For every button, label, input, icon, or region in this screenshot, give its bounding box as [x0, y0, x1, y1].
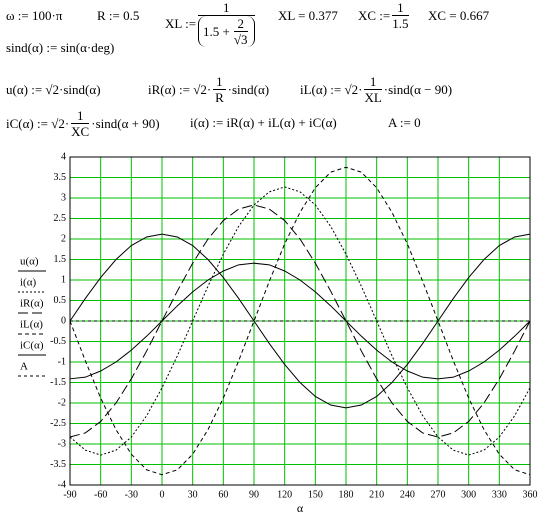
x-tick-label: 120	[277, 489, 292, 500]
numerator: 2	[233, 16, 248, 32]
formula: u(α) := √2·sind(α)	[6, 82, 101, 97]
x-tick-label: 30	[188, 489, 198, 500]
denominator: R	[215, 90, 224, 105]
x-tick-label: -90	[63, 489, 76, 500]
x-tick-label: 360	[523, 489, 538, 500]
y-tick-label: -3.5	[50, 459, 66, 470]
series-line	[69, 262, 531, 380]
y-tick-label: -0.5	[50, 336, 66, 347]
formula-text: ·sind(α + 90)	[91, 115, 160, 131]
formula: XC := 1 1.5	[358, 0, 411, 31]
y-tick-label: -2	[58, 397, 66, 408]
formula-text: iR(α) := √2·	[148, 81, 212, 97]
x-axis-label: α	[297, 501, 304, 513]
legend-label: i(α)	[20, 277, 36, 289]
y-tick-label: -1	[58, 356, 66, 367]
formula-text: iC(α) := √2·	[6, 115, 70, 131]
formula: XL := 1 1.5 + 2 √3	[165, 0, 257, 47]
series-line	[69, 233, 531, 409]
y-tick-label: 0.5	[54, 295, 67, 306]
x-tick-label: 300	[461, 489, 476, 500]
y-tick-label: 1.5	[54, 254, 67, 265]
formula: iL(α) := √2· 1 XL ·sind(α − 90)	[300, 74, 452, 105]
x-tick-label: 180	[339, 489, 354, 500]
series-line	[69, 204, 531, 438]
formula-text: iL(α) := √2·	[300, 81, 363, 97]
numerator: 1	[198, 0, 255, 16]
formula: ω := 100·π	[6, 8, 63, 23]
fraction: 1 XC	[71, 108, 90, 139]
y-tick-label: 3.5	[54, 172, 67, 183]
denominator: 1.5 + 2 √3	[198, 16, 255, 47]
x-tick-label: 90	[249, 489, 259, 500]
fraction: 1 XL	[364, 74, 382, 105]
fraction: 2 √3	[233, 16, 248, 47]
numerator: 1	[213, 74, 226, 90]
formula-text: ·sind(α − 90)	[383, 81, 453, 97]
y-tick-label: -3	[58, 438, 66, 449]
legend-label: u(α)	[20, 256, 39, 268]
x-tick-label: 210	[369, 489, 384, 500]
y-tick-label: 2.5	[54, 213, 67, 224]
legend-label: iL(α)	[20, 319, 43, 331]
legend-label: iC(α)	[20, 340, 44, 352]
chart: -90 -60 -30 0 30 60 90 120 150 180 210 240 270 300 330…	[18, 151, 538, 513]
formula-text: 1.5 +	[203, 24, 230, 39]
fraction: 1 1.5 + 2 √3	[198, 0, 255, 47]
x-tick-label: 60	[218, 489, 228, 500]
denominator: XL	[364, 90, 382, 105]
x-tick-label: 270	[431, 489, 446, 500]
x-tick-label: 0	[160, 489, 165, 500]
denominator: XC	[71, 124, 90, 139]
series-line	[69, 186, 531, 456]
numerator: 1	[392, 0, 409, 16]
formula: XC = 0.667	[428, 8, 490, 23]
numerator: 1	[71, 108, 90, 124]
y-tick-label: -2.5	[50, 418, 66, 429]
denominator: 1.5	[392, 16, 409, 31]
y-tick-label: -4	[58, 479, 66, 490]
formula-text: XL :=	[165, 15, 197, 31]
formula: iC(α) := √2· 1 XC ·sind(α + 90)	[6, 108, 160, 139]
formula: i(α) := iR(α) + iL(α) + iC(α)	[190, 115, 337, 130]
series-line	[69, 166, 531, 476]
x-tick-label: 240	[400, 489, 415, 500]
y-tick-label: -1.5	[50, 377, 66, 388]
x-tick-label: 330	[492, 489, 507, 500]
x-tick-label: -60	[94, 489, 107, 500]
numerator: 1	[364, 74, 382, 90]
legend-label: iR(α)	[20, 298, 44, 310]
y-tick-label: 3	[61, 192, 66, 203]
denominator: √3	[233, 32, 248, 47]
legend-label: A	[20, 361, 28, 373]
y-tick-label: 2	[61, 233, 66, 244]
y-tick-label: 0	[61, 315, 66, 326]
formula: A := 0	[388, 115, 421, 130]
y-tick-label: 1	[61, 274, 66, 285]
formula-text: ·sind(α)	[227, 81, 270, 97]
formula: R := 0.5	[97, 8, 140, 23]
y-tick-label: 4	[61, 151, 66, 162]
x-tick-label: -30	[125, 489, 138, 500]
x-tick-label: 150	[308, 489, 323, 500]
formula: sind(α) := sin(α·deg)	[6, 40, 115, 55]
formula: XL = 0.377	[278, 8, 338, 23]
formula-text: XC :=	[358, 7, 391, 23]
fraction: 1 1.5	[392, 0, 409, 31]
